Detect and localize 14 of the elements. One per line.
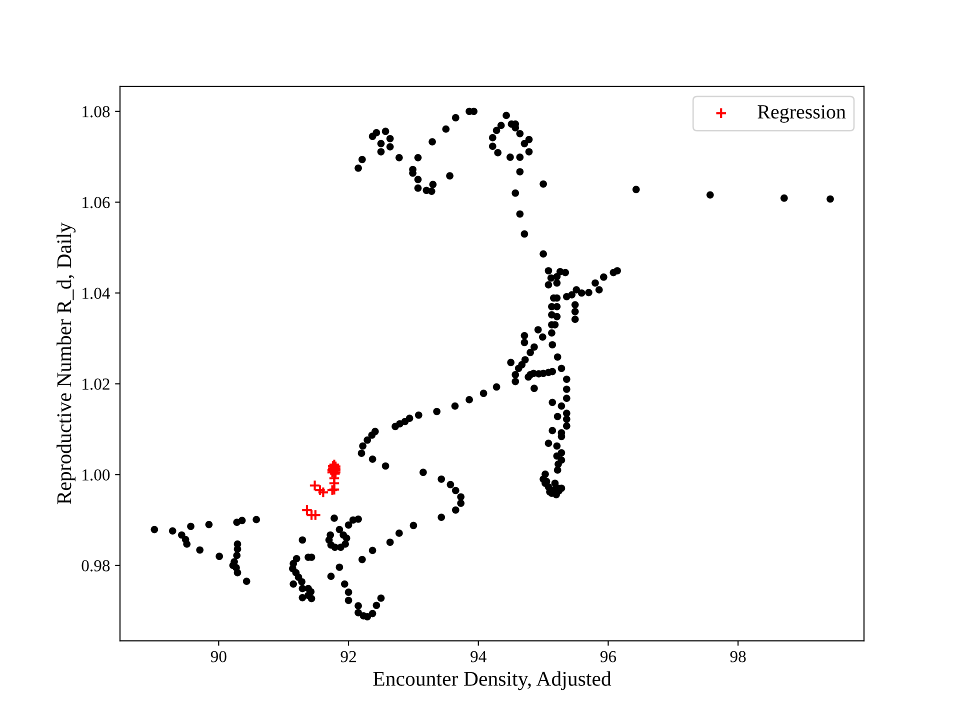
x-tick-label: 98: [730, 651, 746, 662]
x-tick-label: 94: [470, 651, 486, 662]
x-axis-title: Encounter Density, Adjusted: [373, 671, 612, 690]
y-tick-label: 1.02: [82, 378, 110, 390]
y-tick-label: 1.00: [82, 469, 110, 481]
x-tick-label: 96: [600, 651, 616, 662]
legend-label: Regression: [758, 105, 846, 123]
y-tick-label: 0.98: [82, 560, 110, 572]
y-tick-label: 1.04: [82, 288, 110, 300]
x-tick-label: 92: [340, 651, 356, 662]
x-tick-label: 90: [210, 651, 226, 662]
y-tick-label: 1.06: [82, 196, 110, 208]
y-tick-label: 1.08: [82, 106, 110, 118]
y-axis-title: Reproductive Number R_d, Daily: [56, 222, 76, 504]
